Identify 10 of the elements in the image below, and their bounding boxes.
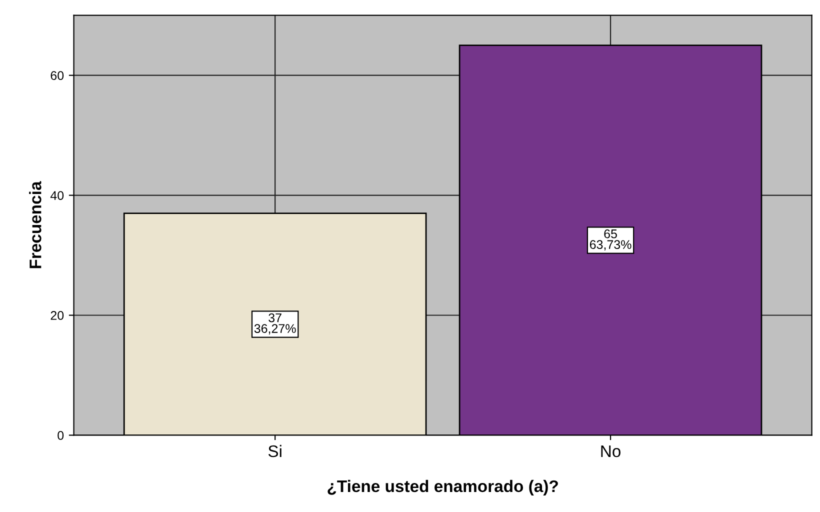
x-tick-label: No — [601, 446, 620, 458]
x-axis-title: ¿Tiene usted enamorado (a)? — [328, 480, 558, 496]
x-tick-label: Si — [268, 444, 282, 458]
data-label: 37 36,27% — [254, 313, 296, 334]
y-tick-label: 40 — [50, 191, 64, 200]
y-tick-label: 20 — [50, 311, 64, 320]
y-axis-title: Frecuencia — [29, 181, 42, 268]
y-tick-label: 0 — [58, 431, 64, 440]
data-label: 65 63,73% — [590, 229, 632, 250]
y-tick-label: 60 — [50, 71, 64, 80]
